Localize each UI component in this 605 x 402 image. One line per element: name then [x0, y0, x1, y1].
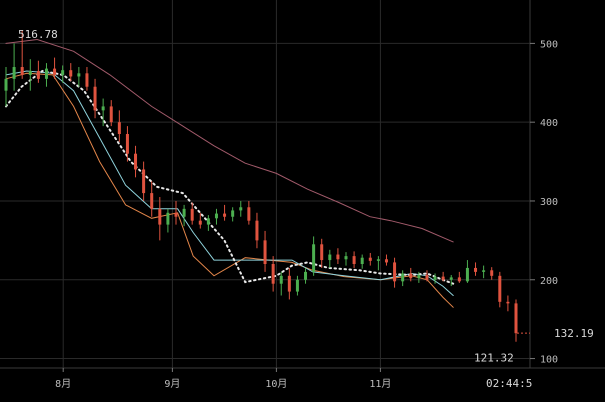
candle-body	[393, 262, 397, 282]
candle-body	[457, 277, 461, 282]
candle-body	[85, 73, 89, 87]
candle-body	[441, 276, 445, 280]
y-tick-label: 100	[540, 355, 558, 366]
candle-body	[498, 275, 502, 302]
candle-body	[174, 212, 178, 217]
candlesticks	[4, 30, 518, 342]
candle-body	[360, 257, 364, 264]
x-axis: 8月 9月 10月 11月	[0, 367, 605, 390]
candle-body	[101, 106, 105, 111]
x-tick-label: 9月	[164, 378, 180, 390]
x-tick-label: 10月	[265, 378, 287, 390]
candle-body	[368, 257, 372, 261]
candle-body	[433, 276, 437, 280]
candle-body	[223, 213, 227, 217]
candle-body	[482, 270, 486, 272]
candle-body	[514, 303, 518, 334]
candle-body	[77, 73, 81, 77]
y-tick-label: 400	[540, 118, 558, 129]
candle-body	[295, 279, 299, 292]
candle-body	[401, 273, 405, 282]
candle-body	[474, 267, 478, 272]
candle-body	[36, 70, 40, 79]
candle-body	[449, 277, 453, 280]
price-annotations: 516.78 121.32 132.19 02:44:5	[18, 28, 594, 390]
x-tick-label: 11月	[369, 378, 391, 390]
candle-body	[384, 259, 388, 263]
candle-body	[44, 68, 48, 79]
candle-body	[352, 256, 356, 264]
candle-body	[271, 264, 275, 284]
candle-body	[198, 220, 202, 225]
candle-body	[376, 259, 380, 261]
candle-body	[166, 212, 170, 225]
candle-body	[506, 301, 510, 304]
candle-body	[239, 207, 243, 211]
candle-body	[206, 218, 210, 225]
candle-body	[142, 169, 146, 194]
candle-body	[231, 210, 235, 217]
grid-lines	[0, 0, 530, 368]
candle-body	[320, 244, 324, 261]
candle-body	[425, 275, 429, 280]
last-price-label: 132.19	[554, 327, 594, 340]
candle-body	[69, 70, 73, 77]
candle-body	[61, 70, 65, 75]
candle-body	[150, 193, 154, 209]
candle-body	[247, 207, 251, 221]
candle-body	[417, 275, 421, 279]
candle-body	[190, 208, 194, 221]
candle-body	[336, 254, 340, 260]
candle-body	[12, 67, 16, 79]
candle-body	[409, 273, 413, 279]
high-price-label: 516.78	[18, 28, 58, 41]
candle-body	[53, 68, 57, 75]
y-tick-label: 500	[540, 39, 558, 50]
candle-body	[182, 208, 186, 217]
candle-body	[117, 122, 121, 134]
candle-body	[465, 267, 469, 282]
candle-body	[312, 244, 316, 272]
current-time-label: 02:44:5	[486, 377, 532, 390]
candle-body	[490, 270, 494, 276]
candle-body	[158, 208, 162, 225]
candle-body	[20, 67, 24, 75]
ma-long-line	[5, 38, 454, 243]
candle-body	[304, 271, 308, 280]
candle-body	[109, 106, 113, 123]
candle-body	[28, 70, 32, 75]
candle-body	[287, 275, 291, 292]
candle-body	[328, 254, 332, 261]
y-axis: 100 200 300 400 500	[529, 0, 558, 368]
candle-body	[279, 275, 283, 284]
candle-body	[134, 153, 138, 170]
candle-body	[344, 256, 348, 260]
candle-body	[255, 220, 259, 241]
candle-body	[4, 78, 8, 91]
candle-body	[214, 213, 218, 219]
candle-body	[263, 240, 267, 264]
candle-body	[125, 134, 129, 154]
low-price-label: 121.32	[474, 352, 514, 365]
y-tick-label: 200	[540, 276, 558, 287]
candle-body	[93, 86, 97, 111]
x-tick-label: 8月	[55, 378, 71, 390]
y-tick-label: 300	[540, 197, 558, 208]
